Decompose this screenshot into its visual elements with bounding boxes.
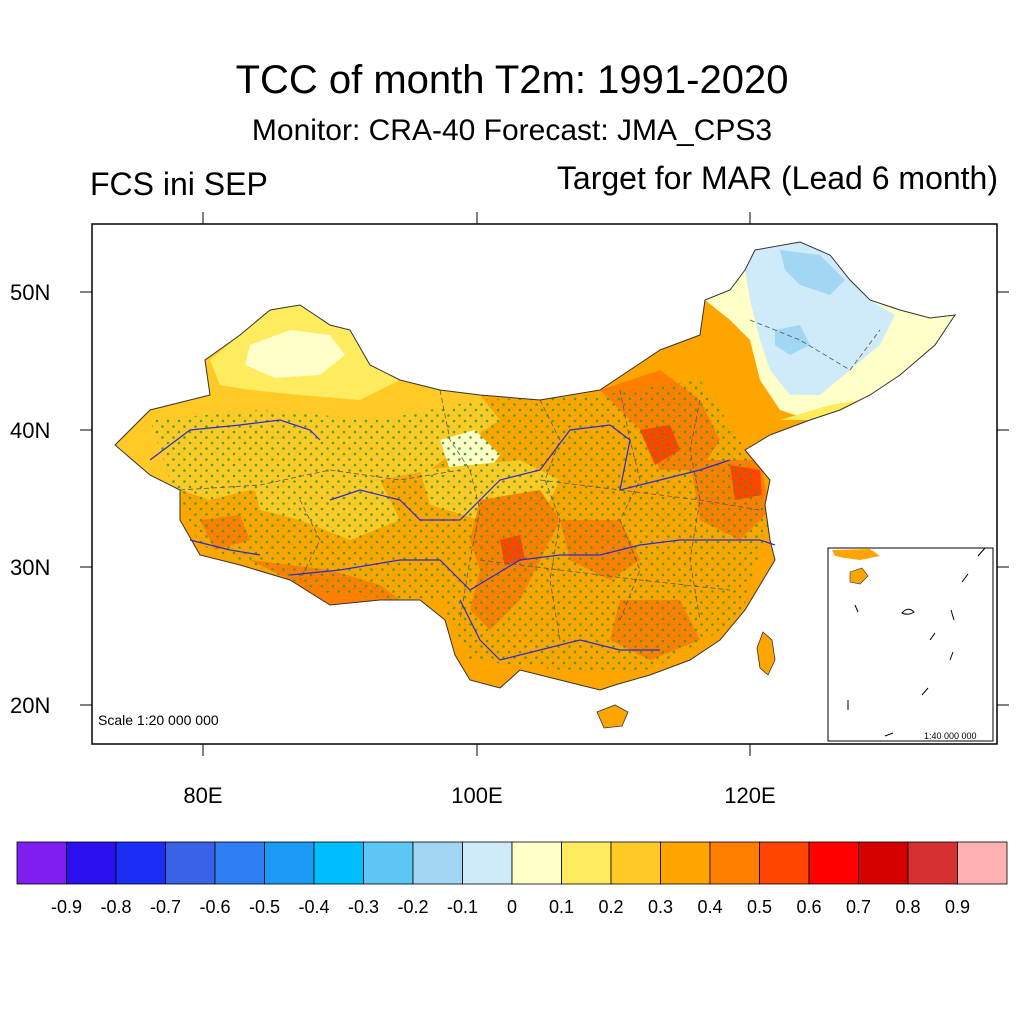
- colorbar-swatch: [412, 841, 463, 885]
- colorbar-label: -0.2: [397, 897, 428, 917]
- colorbar-label: -0.4: [298, 897, 329, 917]
- colorbar-swatch: [363, 841, 414, 885]
- colorbar-label: 0.5: [747, 897, 772, 917]
- colorbar-label: -0.3: [348, 897, 379, 917]
- colorbar-swatch: [214, 841, 265, 885]
- colorbar-swatch: [115, 841, 166, 885]
- axis-ticks: [80, 212, 1009, 756]
- colorbar-swatch: [759, 841, 810, 885]
- colorbar-swatch: [660, 841, 711, 885]
- lat-label-40n: 40N: [10, 418, 50, 443]
- colorbar-swatch: [313, 841, 364, 885]
- colorbar-label: -0.8: [100, 897, 131, 917]
- china-boundary: [114, 241, 957, 691]
- colorbar-swatch: [165, 841, 216, 885]
- inset-scale-label: 1:40 000 000: [924, 731, 977, 741]
- colorbar-label: -0.9: [51, 897, 82, 917]
- colorbar-label: 0.7: [846, 897, 871, 917]
- colorbar: -0.9 -0.8 -0.7 -0.6 -0.5 -0.4 -0.3 -0.2 -0.1 0 0.1…: [16, 841, 1008, 917]
- colorbar-label: 0.9: [945, 897, 970, 917]
- colorbar-swatch: [66, 841, 117, 885]
- target-label: Target for MAR (Lead 6 month): [556, 160, 998, 196]
- colorbar-swatch: [957, 841, 1008, 885]
- colorbar-label: 0.1: [549, 897, 574, 917]
- init-label: FCS ini SEP: [90, 166, 268, 202]
- colorbar-label: 0.3: [648, 897, 673, 917]
- colorbar-swatch: [709, 841, 760, 885]
- map-title: TCC of month T2m: 1991-2020: [235, 58, 789, 102]
- lat-label-20n: 20N: [10, 693, 50, 718]
- colorbar-swatch: [561, 841, 612, 885]
- province-boundaries: [179, 319, 881, 641]
- lon-label-100e: 100E: [451, 783, 502, 808]
- lon-label-80e: 80E: [183, 783, 222, 808]
- scale-label: Scale 1:20 000 000: [98, 712, 219, 728]
- lat-label-50n: 50N: [10, 280, 50, 305]
- map-subtitle: Monitor: CRA-40 Forecast: JMA_CPS3: [251, 114, 773, 147]
- colorbar-swatch: [16, 841, 67, 885]
- taiwan-island: [756, 631, 776, 676]
- colorbar-swatch: [907, 841, 958, 885]
- colorbar-swatch: [511, 841, 562, 885]
- colorbar-label: 0.4: [697, 897, 722, 917]
- lon-label-120e: 120E: [724, 783, 775, 808]
- lat-label-30n: 30N: [10, 555, 50, 580]
- colorbar-label: 0.2: [598, 897, 623, 917]
- colorbar-label: 0: [507, 897, 517, 917]
- colorbar-label: -0.7: [150, 897, 181, 917]
- colorbar-label: -0.1: [447, 897, 478, 917]
- rivers: [149, 419, 776, 661]
- colorbar-swatch: [858, 841, 909, 885]
- colorbar-label: 0.6: [796, 897, 821, 917]
- colorbar-swatch: [264, 841, 315, 885]
- colorbar-swatch: [610, 841, 661, 885]
- colorbar-swatch: [808, 841, 859, 885]
- hainan-island: [596, 704, 629, 729]
- colorbar-label: -0.6: [199, 897, 230, 917]
- colorbar-label: 0.8: [895, 897, 920, 917]
- colorbar-label: -0.5: [249, 897, 280, 917]
- colorbar-swatch: [462, 841, 513, 885]
- south-china-sea-inset: 1:40 000 000: [827, 547, 994, 742]
